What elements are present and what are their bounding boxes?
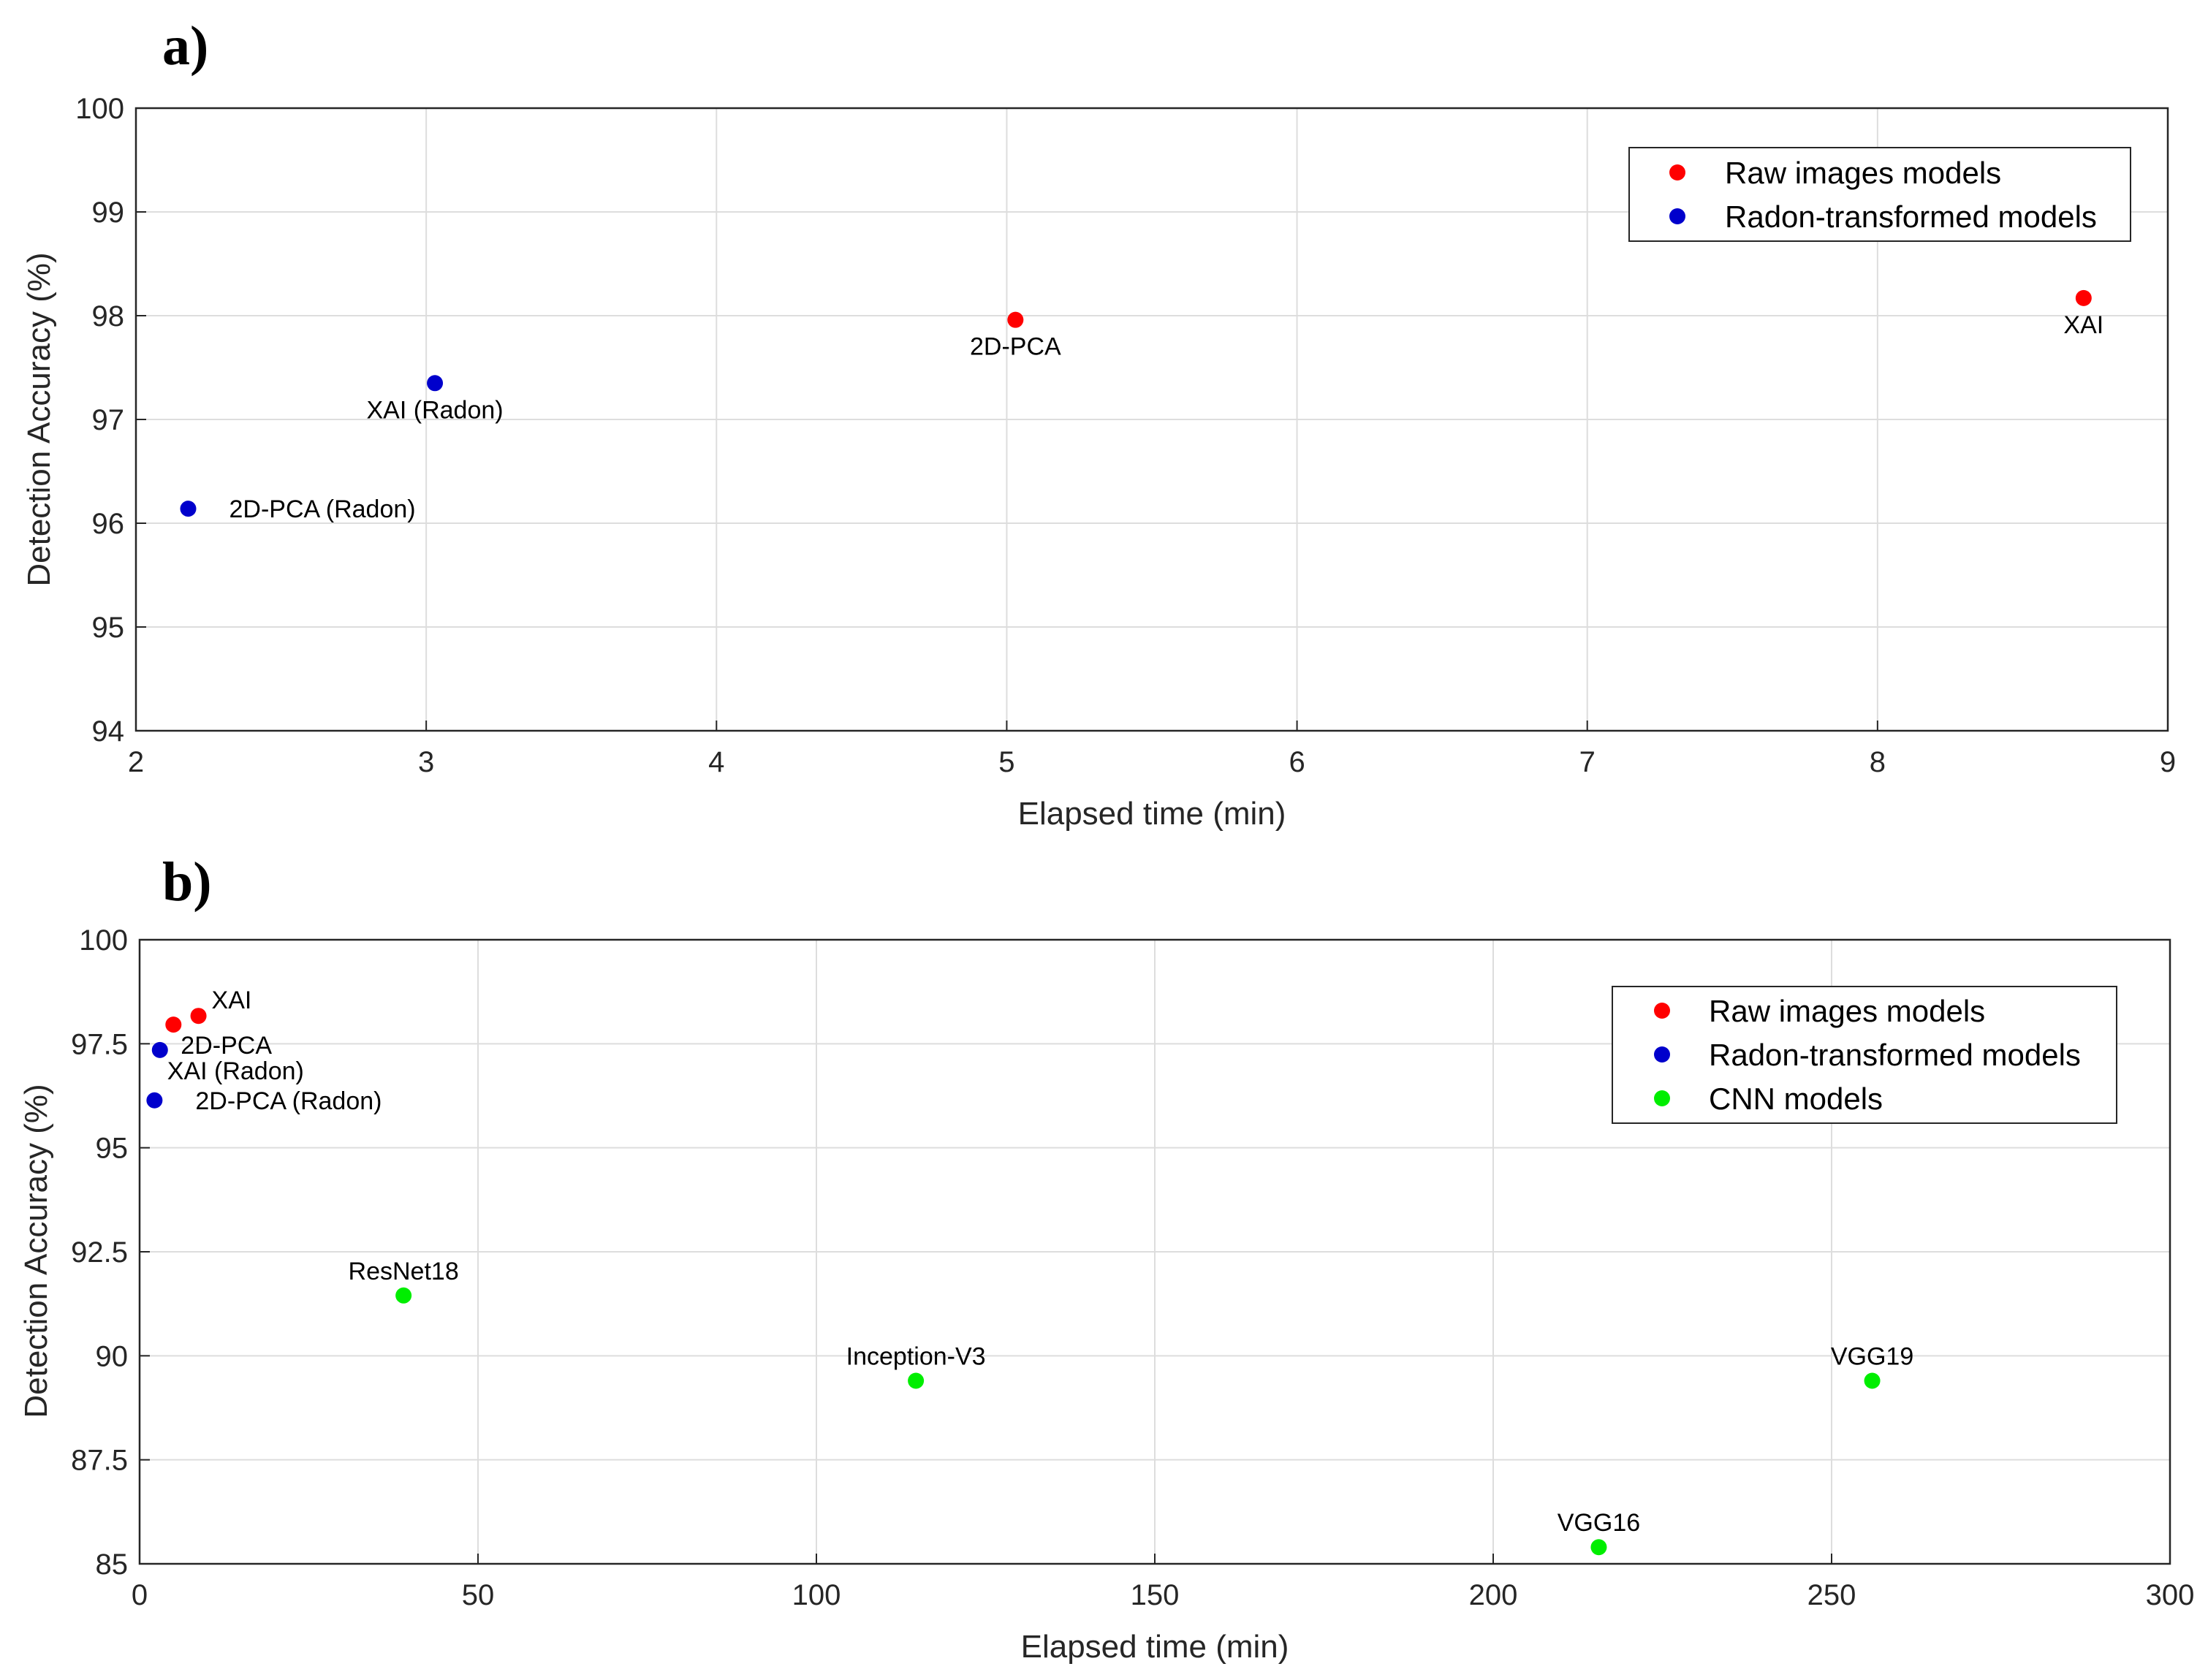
panel-a-legend-box xyxy=(1628,147,2131,242)
panel-a-x-tick-label: 4 xyxy=(708,746,724,778)
panel-a-y-tick-label: 98 xyxy=(92,300,125,332)
panel-a-x-tick-label: 3 xyxy=(418,746,434,778)
panel-a-x-tick-label: 9 xyxy=(2160,746,2176,778)
panel-b-x-axis-label: Elapsed time (min) xyxy=(1021,1629,1289,1665)
panel-b-point-label: VGG19 xyxy=(1831,1342,1913,1370)
panel-a-point-label: XAI xyxy=(2063,311,2103,339)
panel-a-point-label: 2D-PCA xyxy=(970,333,1061,361)
panel-a-y-tick-label: 96 xyxy=(92,508,125,540)
legend-label-raw: Raw images models xyxy=(1709,994,1985,1028)
panel-b-point-label: 2D-PCA (Radon) xyxy=(195,1087,382,1115)
legend-label-cnn: CNN models xyxy=(1709,1082,1883,1116)
legend-marker-raw xyxy=(1669,164,1685,180)
panel-b-point-radon-transformed-models xyxy=(146,1092,163,1109)
panel-b-x-tick-label: 0 xyxy=(132,1579,148,1611)
panel-b-legend: Raw images models Radon-transformed mode… xyxy=(1612,986,2117,1124)
panel-b-point-label: Inception-V3 xyxy=(846,1342,986,1370)
panel-b-point-label: VGG16 xyxy=(1558,1509,1640,1537)
legend-marker-radon xyxy=(1669,208,1685,224)
panel-a-y-tick-label: 99 xyxy=(92,197,125,229)
legend-marker-raw xyxy=(1654,1003,1670,1019)
panel-a-y-tick-label: 94 xyxy=(92,715,125,748)
panel-a-x-tick-label: 5 xyxy=(998,746,1014,778)
legend-label-radon: Radon-transformed models xyxy=(1709,1038,2081,1072)
panel-b-y-tick-label: 95 xyxy=(96,1133,129,1165)
panel-a-x-tick-label: 8 xyxy=(1870,746,1886,778)
panel-a-x-tick-label: 2 xyxy=(128,746,144,778)
panel-a-point-radon-transformed-models xyxy=(427,375,444,392)
panel-a-legend: Raw images models Radon-transformed mode… xyxy=(1628,147,2131,242)
panel-b-point-label: XAI (Radon) xyxy=(167,1057,304,1085)
panel-b-point-cnn-models xyxy=(395,1287,412,1304)
panel-b-legend-box xyxy=(1612,986,2117,1124)
panel-b-y-axis-label: Detection Accuracy (%) xyxy=(18,1084,54,1418)
panel-b-y-tick-label: 97.5 xyxy=(71,1028,128,1060)
panel-b-x-tick-label: 250 xyxy=(1807,1579,1856,1611)
panel-b-point-cnn-models xyxy=(1590,1539,1607,1556)
panel-a-point-label: XAI (Radon) xyxy=(367,396,504,424)
panel-b-point-cnn-models xyxy=(1864,1372,1881,1389)
panel-a-y-tick-label: 100 xyxy=(75,93,124,125)
panel-a-point-raw-images-models xyxy=(1007,311,1024,328)
panel-a-y-tick-label: 95 xyxy=(92,612,125,644)
panel-b-letter: b) xyxy=(162,851,212,913)
panel-b-x-tick-label: 200 xyxy=(1469,1579,1518,1611)
panel-b-point-raw-images-models xyxy=(190,1008,207,1025)
legend-label-raw: Raw images models xyxy=(1725,156,2001,190)
panel-b-y-tick-label: 87.5 xyxy=(71,1445,128,1477)
panel-b-point-raw-images-models xyxy=(165,1016,182,1033)
panel-a-y-axis-label: Detection Accuracy (%) xyxy=(21,252,57,586)
panel-b-point-cnn-models xyxy=(908,1372,925,1389)
panel-b-x-tick-label: 50 xyxy=(462,1579,495,1611)
panel-a-x-axis-label: Elapsed time (min) xyxy=(1018,796,1286,832)
panel-b-x-tick-label: 150 xyxy=(1131,1579,1180,1611)
panel-a-point-label: 2D-PCA (Radon) xyxy=(229,495,415,523)
legend-marker-radon xyxy=(1654,1046,1670,1063)
panel-b-chart: b) 0 50 100 150 200 250 300 85 87.5 90 92.5 95 97.5 1… xyxy=(18,851,2194,1665)
legend-label-radon: Radon-transformed models xyxy=(1725,199,2097,234)
panel-b-y-tick-label: 92.5 xyxy=(71,1236,128,1269)
panel-b-y-tick-label: 85 xyxy=(96,1548,129,1581)
panel-b-point-radon-transformed-models xyxy=(151,1041,168,1058)
panel-b-ticks: 0 50 100 150 200 250 300 85 87.5 90 92.5 95 97.5 100 xyxy=(71,924,2194,1611)
panel-a-letter: a) xyxy=(162,15,208,77)
panel-a-points: 2D-PCA XAI XAI (Radon) 2D-PCA (Radon) xyxy=(180,289,2103,523)
panel-a-point-radon-transformed-models xyxy=(180,501,197,517)
panel-b-point-label: XAI xyxy=(212,987,252,1014)
panel-a-x-tick-label: 7 xyxy=(1579,746,1596,778)
panel-b-y-tick-label: 100 xyxy=(79,924,128,957)
panel-a-x-tick-label: 6 xyxy=(1289,746,1305,778)
panel-b-y-tick-label: 90 xyxy=(96,1340,129,1372)
panel-b-points: 2D-PCA XAI XAI (Radon)2D-PCA (Radon) ResNet… xyxy=(146,987,1913,1556)
legend-marker-cnn xyxy=(1654,1090,1670,1106)
panel-b-point-label: ResNet18 xyxy=(349,1258,459,1285)
panel-a-ticks: 2 3 4 5 6 7 8 9 94 95 96 97 98 99 100 xyxy=(75,93,2176,778)
panel-b-x-tick-label: 300 xyxy=(2146,1579,2195,1611)
panel-a-chart: a) 2 3 4 5 6 7 8 9 94 95 96 97 98 99 100 Elapsed time … xyxy=(21,15,2176,832)
panel-a-y-tick-label: 97 xyxy=(92,404,125,436)
panel-b-point-label: 2D-PCA xyxy=(181,1032,272,1060)
panel-a-point-raw-images-models xyxy=(2075,289,2092,306)
panel-b-x-tick-label: 100 xyxy=(792,1579,841,1611)
